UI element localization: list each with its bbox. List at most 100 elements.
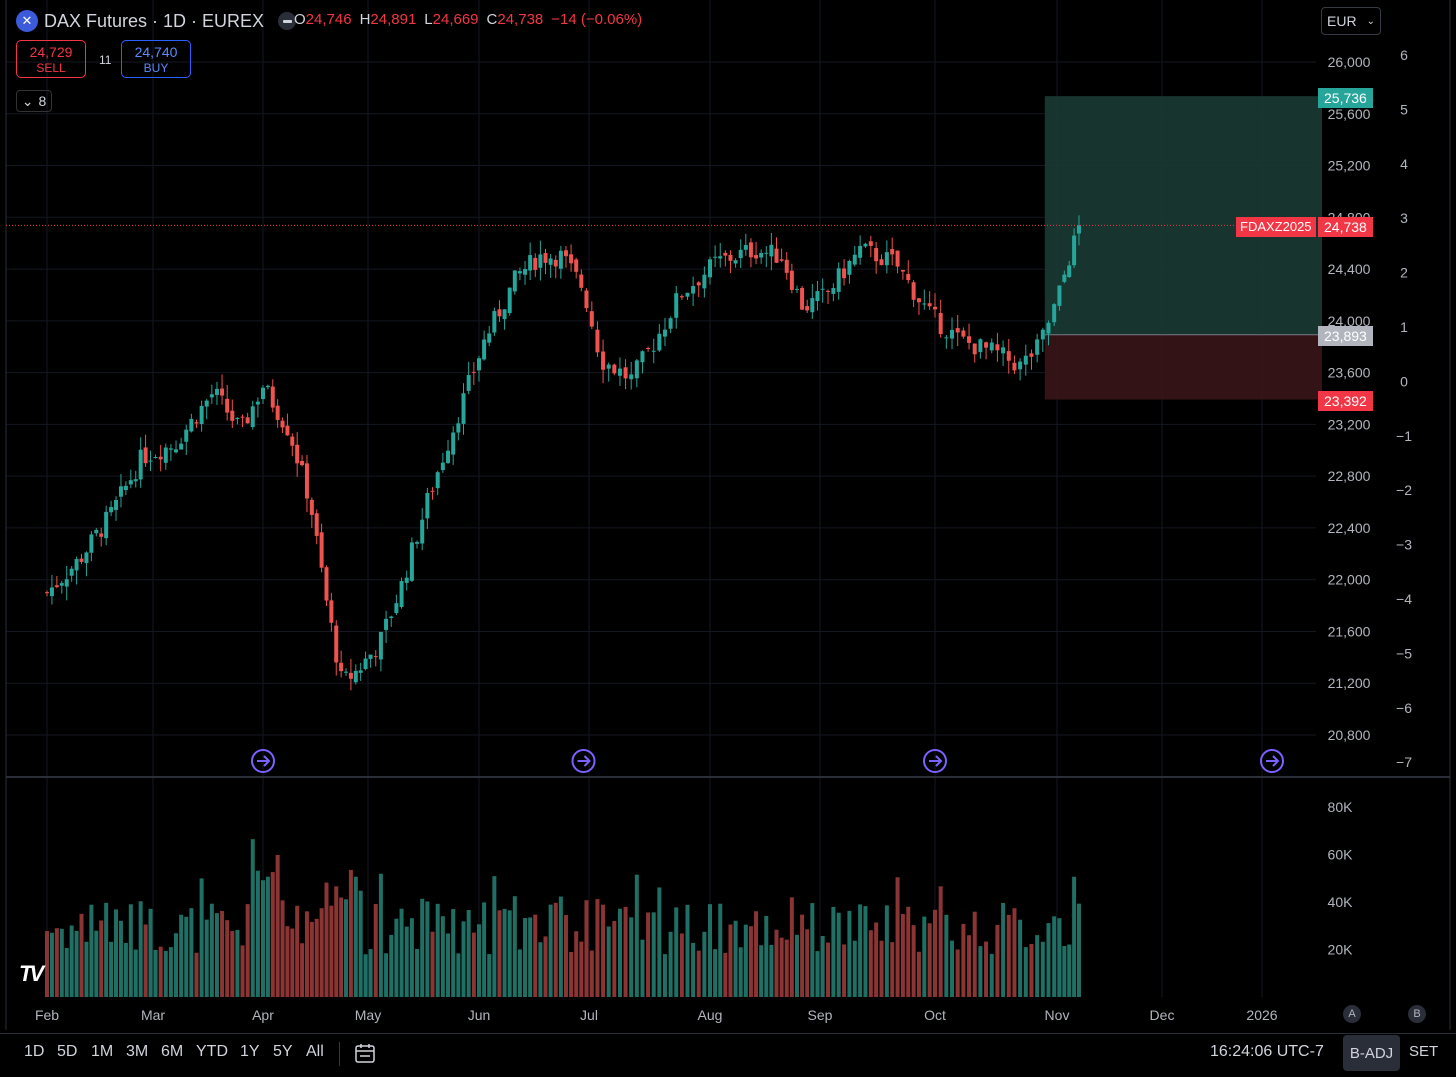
volume-bar	[189, 908, 194, 997]
volume-tick-label: 60K	[1328, 847, 1354, 863]
session-toggle[interactable]: SET	[1409, 1043, 1439, 1060]
candle-body	[759, 252, 764, 258]
candle-body	[492, 311, 497, 333]
volume-bar	[440, 916, 445, 997]
candle-body	[955, 328, 960, 333]
volume-bar	[852, 940, 857, 997]
time-tick-label: Mar	[141, 1007, 165, 1023]
tf-5y[interactable]: 5Y	[273, 1043, 293, 1060]
close-value: 24,738	[497, 11, 544, 28]
volume-bar	[497, 910, 502, 997]
percent-tick-label: 1	[1400, 319, 1408, 335]
candle-body	[879, 259, 884, 266]
tf-6m[interactable]: 6M	[161, 1043, 184, 1060]
symbol-header[interactable]: ✕ DAX Futures · 1D · EUREX	[16, 8, 297, 34]
tf-5d[interactable]: 5D	[57, 1043, 78, 1060]
candle-body	[718, 256, 723, 259]
candle-body	[199, 405, 204, 425]
candle-body	[961, 330, 966, 337]
event-arrow-icon[interactable]	[923, 749, 947, 773]
tf-ytd[interactable]: YTD	[196, 1043, 228, 1060]
volume-bar	[420, 898, 425, 997]
volume-bar	[589, 950, 594, 997]
b-button[interactable]: B	[1408, 1005, 1426, 1023]
volume-bar	[874, 922, 879, 997]
volume-bar	[389, 934, 394, 997]
currency-select[interactable]: EUR ⌄	[1321, 7, 1381, 35]
candle-body	[250, 406, 255, 427]
volume-bar	[174, 933, 179, 997]
indicators-toggle[interactable]: ⌄ 8	[16, 90, 52, 112]
entry-price-label[interactable]: 23,893	[1318, 326, 1373, 346]
candle-body	[275, 405, 280, 420]
tf-3m[interactable]: 3M	[126, 1043, 149, 1060]
sell-button[interactable]: 24,729 SELL	[16, 40, 86, 78]
volume-bar	[784, 939, 789, 997]
event-arrow-path	[577, 755, 591, 767]
time-tick-label: Sep	[808, 1007, 833, 1023]
candle-body	[606, 364, 611, 369]
candle-body	[487, 333, 492, 343]
back-adjust-toggle[interactable]: B-ADJ	[1343, 1035, 1400, 1071]
event-arrow-icon[interactable]	[1260, 749, 1284, 773]
open-value: 24,746	[305, 11, 352, 28]
candle-body	[358, 670, 363, 673]
event-arrow-icon[interactable]	[251, 749, 275, 773]
volume-bar	[290, 928, 295, 997]
volume-bar	[906, 906, 911, 997]
candle-body	[285, 425, 290, 436]
clock-timezone[interactable]: 16:24:06 UTC-7	[1210, 1043, 1324, 1060]
candle-body	[640, 351, 645, 363]
candle-body	[900, 269, 905, 272]
volume-bar	[220, 910, 225, 997]
volume-bar	[94, 930, 99, 997]
candle-body	[477, 358, 481, 371]
volume-bar	[584, 900, 589, 997]
event-arrow-icon[interactable]	[571, 749, 596, 773]
tf-1m[interactable]: 1M	[91, 1043, 114, 1060]
volume-bar	[64, 947, 69, 997]
candle-body	[89, 534, 94, 553]
candle-body	[114, 500, 119, 510]
volume-bar	[507, 910, 512, 997]
event-arrow-path	[257, 755, 271, 767]
volume-bar	[329, 905, 334, 997]
volume-bar	[548, 904, 553, 997]
volume-bar	[230, 931, 235, 997]
auto-scale-button[interactable]: A	[1343, 1005, 1361, 1023]
time-tick-label: Oct	[924, 1007, 946, 1023]
volume-bar	[295, 905, 300, 997]
candle-body	[446, 450, 451, 463]
percent-tick-label: −6	[1396, 700, 1412, 716]
volume-bar	[456, 953, 461, 997]
candle-body	[270, 386, 275, 408]
sell-price: 24,729	[29, 44, 73, 60]
volume-bar	[691, 942, 696, 997]
axes-labels: 26,00025,60025,20024,80024,40024,00023,6…	[35, 47, 1412, 1023]
change-value: −14 (−0.06%)	[551, 11, 643, 28]
volume-bar	[466, 909, 471, 997]
tradingview-logo[interactable]: TV	[19, 961, 44, 986]
percent-tick-label: −1	[1396, 428, 1412, 444]
volume-bar	[820, 935, 825, 997]
tf-1y[interactable]: 1Y	[240, 1043, 260, 1060]
stop-price-label[interactable]: 23,392	[1318, 391, 1373, 411]
volume-bar	[502, 908, 507, 997]
buy-button[interactable]: 24,740 BUY	[121, 40, 191, 78]
candle-body	[847, 260, 852, 275]
hide-legend-icon[interactable]	[278, 12, 297, 30]
candle-body	[280, 420, 285, 428]
candle-body	[911, 282, 916, 300]
candle-body	[574, 259, 579, 272]
calendar-range-icon[interactable]	[354, 1042, 376, 1064]
volume-bar	[646, 912, 651, 997]
candle-body	[916, 298, 921, 303]
candle-body	[168, 448, 173, 450]
volume-bar	[879, 940, 884, 997]
tf-1d[interactable]: 1D	[24, 1043, 45, 1060]
tf-all[interactable]: All	[306, 1043, 324, 1060]
target-price-label[interactable]: 25,736	[1318, 88, 1373, 108]
contract-tag: FDAXZ2025	[1236, 217, 1316, 237]
candle-body	[906, 273, 911, 281]
